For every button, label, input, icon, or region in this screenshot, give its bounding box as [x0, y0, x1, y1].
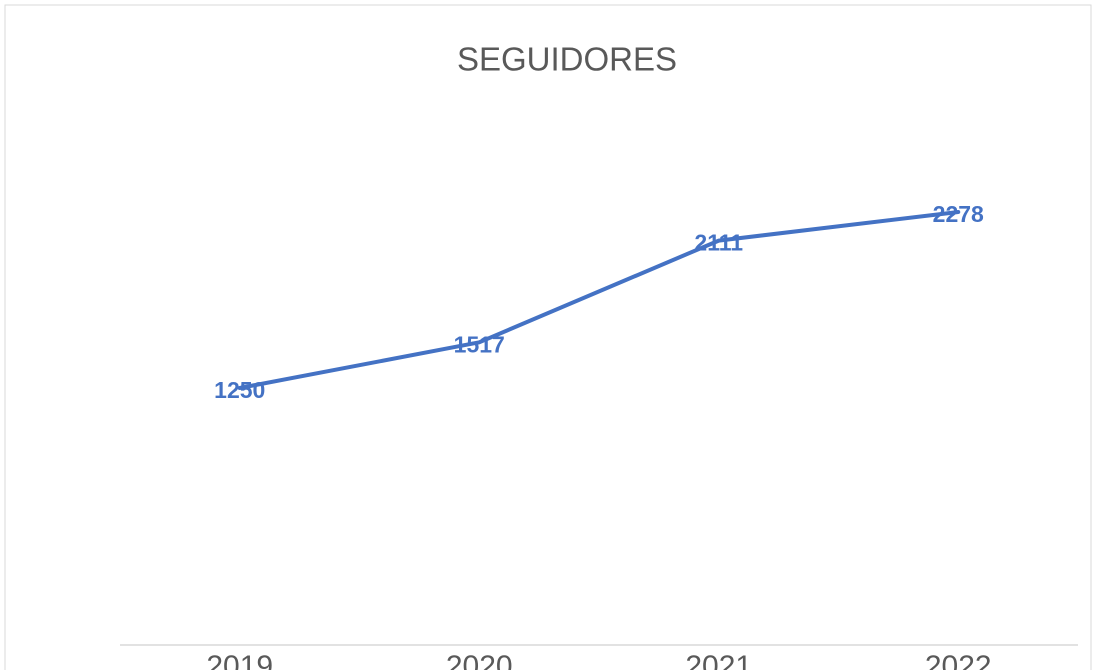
data-label: 2111: [694, 230, 743, 256]
x-tick-label: 2021: [685, 650, 752, 670]
chart-title: SEGUIDORES: [457, 41, 677, 78]
data-label: 2278: [933, 201, 984, 227]
x-tick-label: 2022: [925, 650, 992, 670]
x-tick-label: 2020: [446, 650, 513, 670]
x-tick-label: 2019: [206, 650, 273, 670]
chart-frame: [4, 4, 1092, 670]
data-label: 1517: [454, 331, 505, 357]
data-label: 1250: [214, 377, 265, 403]
series-line: [237, 210, 961, 390]
